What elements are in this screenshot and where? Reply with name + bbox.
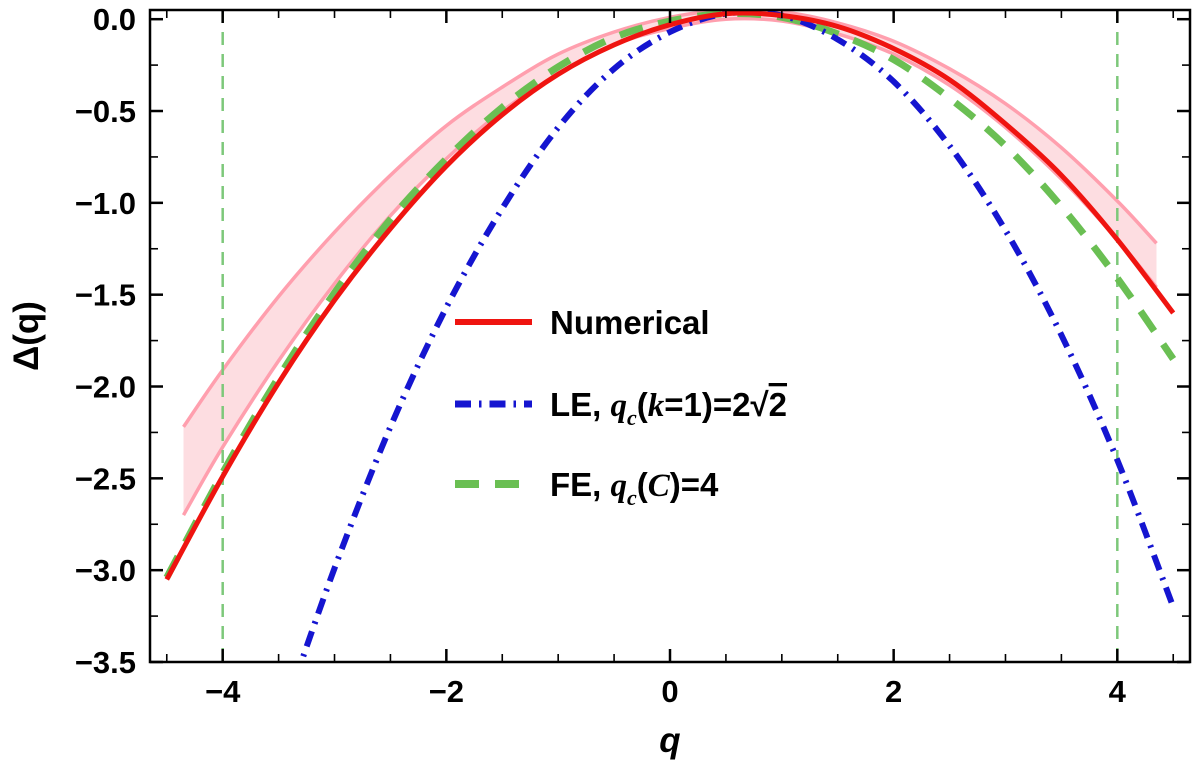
x-tick-label: −2: [429, 674, 464, 709]
x-tick-label: −4: [205, 674, 241, 709]
x-axis-label: q: [659, 721, 680, 760]
x-tick-label: 4: [1109, 674, 1127, 709]
curve-le: [298, 10, 1177, 662]
y-tick-label: −0.5: [75, 94, 136, 129]
legend-item-fe: FE, qc(C)=4: [455, 466, 719, 510]
y-tick-label: −1.0: [75, 186, 136, 221]
y-axis-label: Δ(q): [7, 301, 46, 371]
y-tick-label: 0.0: [93, 2, 136, 37]
band-upper-edge: [182, 10, 1158, 428]
legend-item-le: LE, qc(k=1)=2√2: [455, 386, 787, 430]
legend-label: FE, qc(C)=4: [550, 466, 719, 510]
y-tick-labels: 0.0 −0.5 −1.0 −1.5 −2.0 −2.5 −3.0 −3.5: [75, 2, 136, 680]
axis-ticks: [150, 10, 1190, 664]
y-tick-label: −2.5: [75, 461, 136, 496]
x-tick-label: 2: [885, 674, 902, 709]
y-tick-label: −3.5: [75, 645, 136, 680]
x-tick-labels: −4 −2 0 2 4: [205, 674, 1127, 709]
y-tick-label: −2.0: [75, 370, 136, 405]
legend: Numerical LE, qc(k=1)=2√2 FE, qc(C)=4: [455, 304, 787, 510]
uncertainty-band: [181, 10, 1158, 516]
legend-label: LE, qc(k=1)=2√2: [550, 386, 787, 430]
band-lower-edge: [181, 16, 1158, 516]
curve-numerical: [164, 10, 1176, 581]
y-tick-label: −3.0: [75, 553, 136, 588]
curve-fe: [163, 10, 1177, 580]
legend-label: Numerical: [550, 304, 710, 341]
y-tick-label: −1.5: [75, 278, 136, 313]
legend-item-numerical: Numerical: [455, 304, 710, 341]
x-tick-label: 0: [661, 674, 678, 709]
band-fill: [183, 10, 1157, 516]
